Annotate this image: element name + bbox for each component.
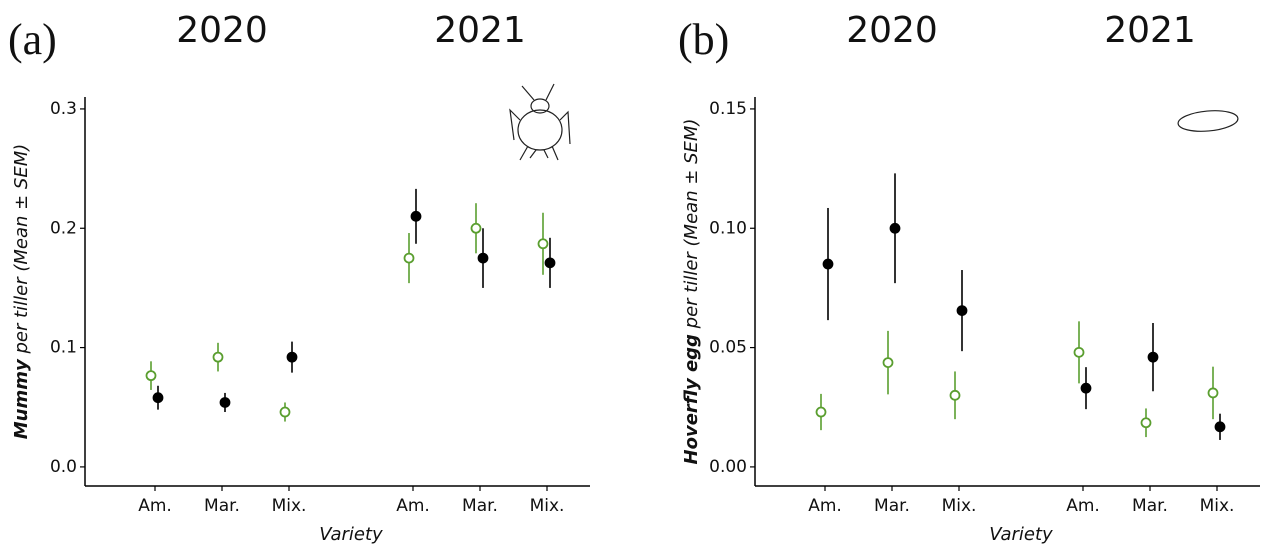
x-tick-label: Am. <box>138 496 172 516</box>
point <box>470 222 482 234</box>
x-tick-label: Mar. <box>1132 496 1168 516</box>
point <box>537 238 549 250</box>
panel-label: (a) <box>8 15 57 64</box>
x-tick-label: Mix. <box>530 496 565 516</box>
point <box>212 351 224 363</box>
point <box>544 257 556 269</box>
y-tick-label: 0.15 <box>709 99 747 119</box>
y-axis-title-rest: per tiller (Mean ± SEM) <box>11 144 32 360</box>
point <box>410 210 422 222</box>
group-label: 2020 <box>846 10 938 51</box>
x-tick-label: Am. <box>396 496 430 516</box>
point <box>1080 382 1092 394</box>
panel: (a) 2020 2021 0.0 0.1 0.2 0.3 Am. Mar. Mix. Am. Mar… <box>8 10 590 544</box>
x-tick-label: Am. <box>808 496 842 516</box>
y-tick-label: 0.10 <box>709 218 747 238</box>
point <box>279 406 291 418</box>
panel: (b) 2020 2021 0.00 0.05 0.10 0.15 Am. Mar. Mix. Am… <box>678 10 1260 544</box>
y-tick-label: 0.00 <box>709 457 747 477</box>
y-axis-title: Mummy per tiller (Mean ± SEM) <box>11 144 32 440</box>
x-tick-label: Mix. <box>1200 496 1235 516</box>
y-tick-label: 0.3 <box>50 99 77 119</box>
y-axis-title-bold: Hoverfly egg <box>681 334 702 465</box>
y-tick-label: 0.05 <box>709 338 747 358</box>
egg-icon <box>1177 110 1239 132</box>
y-tick-label: 0.2 <box>50 218 77 238</box>
y-axis-title-rest: per tiller (Mean ± SEM) <box>681 119 702 335</box>
point <box>949 389 961 401</box>
y-axis-title-bold: Mummy <box>11 358 32 439</box>
point <box>219 397 231 408</box>
y-tick-label: 0.1 <box>50 338 77 358</box>
group-label: 2021 <box>434 10 526 51</box>
aphid-mummy-icon <box>509 83 571 161</box>
x-tick-label: Am. <box>1066 496 1100 516</box>
y-axis-title: Hoverfly egg per tiller (Mean ± SEM) <box>681 119 702 465</box>
x-tick-label: Mar. <box>462 496 498 516</box>
point <box>477 252 489 264</box>
y-tick-label: 0.0 <box>50 457 77 477</box>
point <box>1207 387 1219 399</box>
x-axis-title: Variety <box>319 524 383 544</box>
point <box>403 252 415 264</box>
point <box>956 305 968 316</box>
x-tick-label: Mar. <box>204 496 240 516</box>
point <box>822 258 834 270</box>
point <box>815 406 827 418</box>
point <box>1140 417 1152 429</box>
x-tick-label: Mar. <box>874 496 910 516</box>
point <box>286 351 298 363</box>
point <box>889 222 901 234</box>
panel-label: (b) <box>678 15 729 64</box>
x-axis-title: Variety <box>989 524 1053 544</box>
point <box>152 392 164 404</box>
point <box>1073 346 1085 358</box>
group-label: 2020 <box>176 10 268 51</box>
point <box>145 370 157 382</box>
point <box>1147 351 1159 363</box>
x-tick-label: Mix. <box>272 496 307 516</box>
point <box>882 357 894 369</box>
point <box>1214 421 1226 433</box>
group-label: 2021 <box>1104 10 1196 51</box>
x-tick-label: Mix. <box>942 496 977 516</box>
